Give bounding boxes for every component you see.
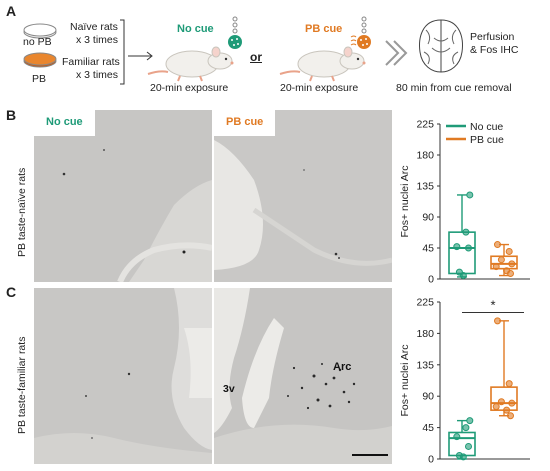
data-point: [507, 412, 514, 420]
micrograph-c-pb-cue: 3v Arc: [214, 288, 392, 464]
pb-label: PB: [32, 73, 47, 85]
y-tick-label: 45: [422, 243, 434, 255]
y-tick-label: 45: [422, 422, 434, 434]
label-3v: 3v: [223, 383, 235, 395]
data-point: [492, 263, 500, 271]
data-point: [508, 260, 516, 268]
data-point: [494, 317, 501, 325]
panel-letter-c: C: [6, 284, 17, 300]
y-tick-label: 90: [422, 212, 434, 224]
label-arc: Arc: [333, 361, 352, 373]
data-point: [497, 398, 505, 406]
pb-cue-title: PB cue: [305, 23, 343, 35]
micrograph-b-pb-cue: PB cue: [214, 110, 392, 282]
naive-line1: Naïve rats: [70, 21, 118, 33]
data-point: [503, 406, 511, 414]
exposure2: 20-min exposure: [280, 82, 359, 94]
pb-dish-icon: [23, 52, 57, 68]
box: [448, 231, 476, 275]
y-tick-label: 180: [416, 150, 434, 162]
no-cue-title: No cue: [177, 23, 214, 35]
rat-no-cue-icon: [147, 46, 234, 82]
y-axis-label: Fos+ nuclei Arc: [399, 344, 411, 416]
double-chevron-icon: [385, 40, 408, 66]
y-tick-label: 135: [416, 181, 434, 193]
y-tick-label: 225: [416, 297, 434, 309]
data-point: [494, 241, 501, 249]
data-point: [453, 243, 461, 251]
panel-letter-b: B: [6, 107, 17, 123]
data-point: [466, 191, 474, 199]
data-point: [462, 424, 470, 432]
micrograph-b-no-cue: No cue: [34, 110, 212, 282]
y-tick-label: 0: [428, 274, 434, 285]
no-cue-bottle-icon: [228, 16, 242, 49]
data-point: [466, 417, 474, 425]
chart-c: 0 45 90 135 180 225 Fos+ nuclei Arc *: [399, 297, 530, 466]
data-point: [497, 256, 505, 264]
familiar-line1: Familiar rats: [62, 56, 120, 68]
data-point: [508, 399, 516, 407]
no-pb-label: no PB: [23, 36, 52, 48]
brain-section-icon: [419, 19, 463, 73]
pb-cue-micro-label: PB cue: [214, 110, 276, 136]
perfusion-line2: & Fos IHC: [470, 44, 519, 56]
data-point: [465, 244, 472, 252]
row-b-label: PB taste-naïve rats: [16, 167, 28, 257]
y-axis-label: Fos+ nuclei Arc: [399, 165, 411, 237]
y-tick-label: 0: [428, 454, 434, 466]
dish-icons: [23, 23, 57, 68]
familiar-line2: x 3 times: [76, 69, 119, 81]
micrograph-c-no-cue: [34, 288, 212, 464]
data-point: [507, 269, 514, 277]
panel-letter-a: A: [6, 3, 17, 19]
no-cue-label: No cue: [34, 110, 95, 136]
bracket-arrow-icon: [120, 19, 153, 85]
rat-pb-cue-icon: [279, 46, 366, 82]
data-point: [505, 380, 513, 388]
data-point: [465, 442, 472, 450]
data-point: [459, 272, 467, 280]
or-label: or: [250, 50, 262, 64]
scale-bar: [352, 454, 388, 456]
delay-label: 80 min from cue removal: [396, 82, 512, 94]
data-point: [492, 403, 500, 411]
perfusion-line1: Perfusion: [470, 31, 515, 43]
data-point: [453, 433, 461, 441]
row-c-label: PB taste-familiar rats: [16, 336, 28, 434]
legend-label: PB cue: [470, 134, 504, 146]
data-point: [462, 228, 470, 236]
significance-star: *: [490, 297, 495, 312]
data-point: [505, 247, 513, 255]
y-tick-label: 225: [416, 119, 434, 131]
empty-dish-icon: [23, 23, 57, 39]
legend-label: No cue: [470, 121, 503, 133]
y-tick-label: 180: [416, 328, 434, 340]
box: [448, 431, 476, 457]
y-tick-label: 135: [416, 359, 434, 371]
naive-line2: x 3 times: [76, 34, 119, 46]
pb-cue-bottle-icon: [350, 16, 371, 49]
data-point: [459, 453, 467, 461]
y-tick-label: 90: [422, 391, 434, 403]
exposure1: 20-min exposure: [150, 82, 229, 94]
